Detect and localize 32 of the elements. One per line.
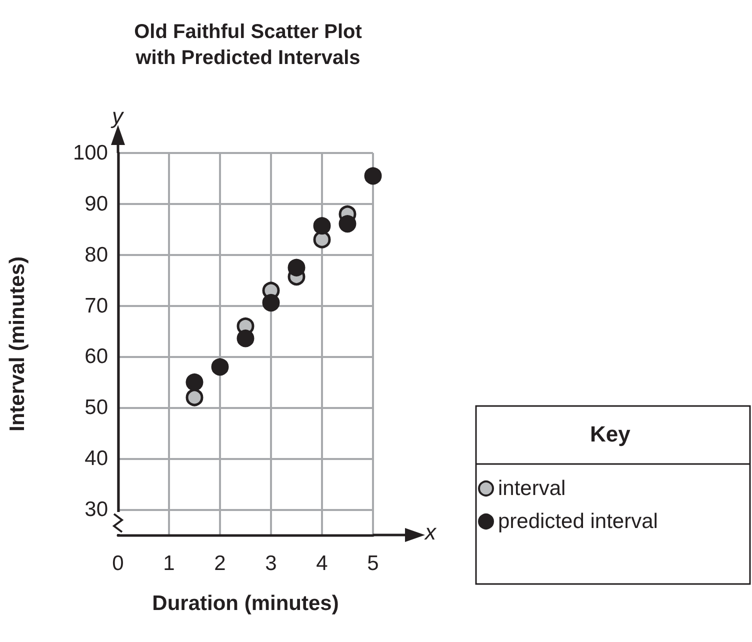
legend-label: interval bbox=[498, 477, 566, 500]
point bbox=[211, 358, 229, 376]
y-tick-label: 90 bbox=[84, 192, 108, 216]
y-tick-label: 100 bbox=[72, 142, 108, 164]
chart-title: Old Faithful Scatter Plot with Predicted Intervals bbox=[134, 21, 362, 69]
point bbox=[313, 217, 331, 235]
legend-label: predicted interval bbox=[498, 510, 658, 533]
y-tick-label: 40 bbox=[84, 447, 108, 470]
x-tick-label: 0 bbox=[112, 552, 124, 575]
x-tick-label: 4 bbox=[316, 552, 328, 575]
point bbox=[313, 230, 331, 248]
text: y bbox=[110, 104, 125, 128]
y-tick-label: 30 bbox=[84, 498, 108, 522]
x-tick-label: 2 bbox=[214, 552, 226, 575]
point bbox=[364, 167, 382, 185]
x-tick-label: 5 bbox=[367, 552, 379, 575]
point bbox=[186, 373, 204, 391]
y-tick-label: 60 bbox=[84, 345, 108, 368]
x-tick-label: 3 bbox=[265, 552, 277, 575]
point bbox=[186, 388, 204, 406]
point bbox=[262, 294, 280, 312]
point bbox=[236, 330, 254, 348]
x-tick-label: 1 bbox=[163, 552, 175, 575]
text: x bbox=[424, 520, 437, 544]
y-tick-label: 80 bbox=[84, 243, 108, 266]
point bbox=[288, 258, 306, 276]
y-tick-label: 50 bbox=[84, 396, 108, 420]
point bbox=[338, 215, 356, 233]
legend-title: Key bbox=[590, 422, 632, 446]
x-axis-title: Duration (minutes) bbox=[152, 592, 339, 615]
y-tick-label: 70 bbox=[84, 294, 108, 318]
y-axis-title: Interval (minutes) bbox=[6, 256, 29, 432]
